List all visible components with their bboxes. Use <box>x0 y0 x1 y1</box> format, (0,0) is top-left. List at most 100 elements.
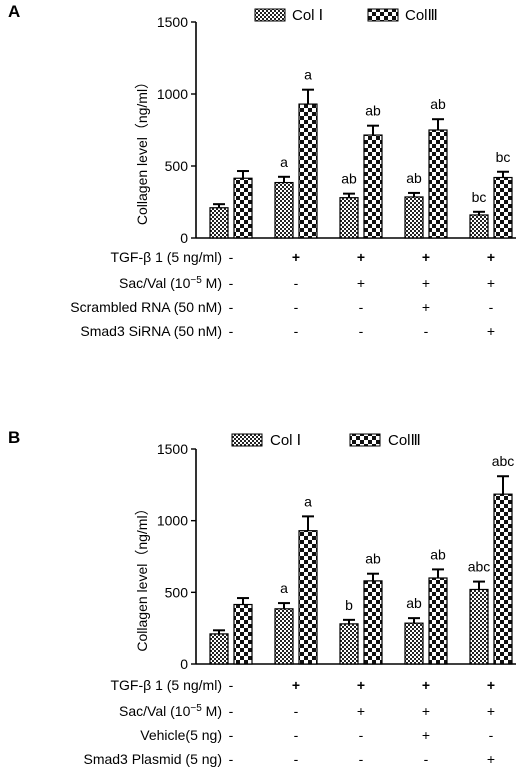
bar <box>363 134 383 239</box>
treatment-sign: + <box>487 703 495 719</box>
treatment-sign: + <box>422 299 430 315</box>
treatment-sign: + <box>357 275 365 291</box>
legend-entry: Col Ⅰ <box>292 7 323 24</box>
treatment-sign: - <box>229 727 234 743</box>
bar <box>339 197 359 239</box>
y-tick-label: 1500 <box>157 14 188 30</box>
y-tick-label: 500 <box>165 158 189 174</box>
treatment-label: TGF-β 1 (5 ng/ml) <box>110 677 222 693</box>
legend-swatch <box>367 8 399 22</box>
treatment-table: TGF-β 1 (5 ng/ml) - + + + +Sac/Val (10−5 M) - -… <box>70 249 495 339</box>
legend-entry: ColⅢ <box>388 432 421 449</box>
bar <box>428 129 448 239</box>
treatment-sign: - <box>294 299 299 315</box>
legend-entry: ColⅢ <box>405 7 438 24</box>
treatment-sign: - <box>229 703 234 719</box>
panel-label: B <box>8 428 20 447</box>
significance-label: b <box>345 597 353 613</box>
significance-label: ab <box>430 546 446 562</box>
treatment-sign: - <box>294 727 299 743</box>
treatment-sign: + <box>422 677 430 693</box>
treatment-sign: - <box>294 703 299 719</box>
bar <box>404 622 424 665</box>
treatment-sign: + <box>357 703 365 719</box>
bar <box>209 633 229 665</box>
treatment-sign: - <box>294 275 299 291</box>
treatment-sign: - <box>359 751 364 767</box>
treatment-sign: - <box>229 249 234 265</box>
treatment-sign: - <box>489 727 494 743</box>
legend-swatch <box>231 433 263 447</box>
treatment-sign: - <box>229 275 234 291</box>
bar <box>363 580 383 665</box>
panel-label: A <box>8 2 20 21</box>
significance-label: a <box>304 67 312 83</box>
significance-label: a <box>280 154 288 170</box>
treatment-sign: + <box>422 703 430 719</box>
bar <box>404 196 424 239</box>
significance-label: a <box>280 580 288 596</box>
treatment-sign: + <box>487 751 495 767</box>
legend-swatch <box>254 8 286 22</box>
treatment-sign: + <box>487 323 495 339</box>
treatment-sign: - <box>229 323 234 339</box>
treatment-table: TGF-β 1 (5 ng/ml) - + + + +Sac/Val (10−5 M) - -… <box>83 677 495 767</box>
legend: Col Ⅰ ColⅢ <box>254 7 438 24</box>
treatment-label: TGF-β 1 (5 ng/ml) <box>110 249 222 265</box>
treatment-sign: - <box>424 751 429 767</box>
bar <box>493 493 513 665</box>
y-tick-label: 0 <box>180 230 188 246</box>
treatment-sign: - <box>294 323 299 339</box>
treatment-sign: + <box>292 677 300 693</box>
treatment-sign: + <box>487 677 495 693</box>
significance-label: ab <box>341 171 357 187</box>
bar <box>339 623 359 665</box>
significance-label: ab <box>430 96 446 112</box>
significance-label: ab <box>365 551 381 567</box>
significance-label: ab <box>406 170 422 186</box>
treatment-sign: - <box>424 323 429 339</box>
treatment-sign: - <box>294 751 299 767</box>
y-axis-title: Collagen level（ng/ml） <box>134 501 150 651</box>
treatment-sign: - <box>359 323 364 339</box>
treatment-label: Sac/Val (10−5 M) <box>119 275 222 292</box>
treatment-sign: + <box>422 275 430 291</box>
significance-label: abc <box>468 559 491 575</box>
bar <box>469 588 489 665</box>
treatment-label: Sac/Val (10−5 M) <box>119 703 222 720</box>
bar <box>493 176 513 239</box>
bar <box>209 207 229 239</box>
y-tick-label: 500 <box>165 584 189 600</box>
legend-swatch <box>349 433 381 447</box>
significance-label: bc <box>496 149 511 165</box>
treatment-sign: + <box>487 249 495 265</box>
treatment-label: Smad3 Plasmid (5 ng) <box>83 751 222 767</box>
legend: Col Ⅰ ColⅢ <box>231 432 421 449</box>
treatment-label: Scrambled RNA (50 nM) <box>70 299 222 315</box>
bar <box>274 181 294 239</box>
treatment-sign: - <box>359 727 364 743</box>
significance-label: abc <box>492 453 515 469</box>
y-tick-label: 1000 <box>157 513 188 529</box>
y-tick-label: 0 <box>180 656 188 672</box>
y-tick-label: 1000 <box>157 86 188 102</box>
treatment-sign: - <box>229 751 234 767</box>
y-tick-label: 1500 <box>157 441 188 457</box>
treatment-sign: - <box>229 299 234 315</box>
significance-label: bc <box>472 189 487 205</box>
bar <box>233 177 253 239</box>
legend-entry: Col Ⅰ <box>270 432 301 449</box>
treatment-sign: - <box>359 299 364 315</box>
bar <box>469 214 489 239</box>
bar <box>233 603 253 665</box>
treatment-sign: - <box>489 299 494 315</box>
significance-label: ab <box>406 595 422 611</box>
treatment-sign: - <box>229 677 234 693</box>
treatment-sign: + <box>357 677 365 693</box>
treatment-label: Vehicle(5 ng) <box>140 727 222 743</box>
treatment-label: Smad3 SiRNA (50 nM) <box>80 323 222 339</box>
significance-label: ab <box>365 103 381 119</box>
